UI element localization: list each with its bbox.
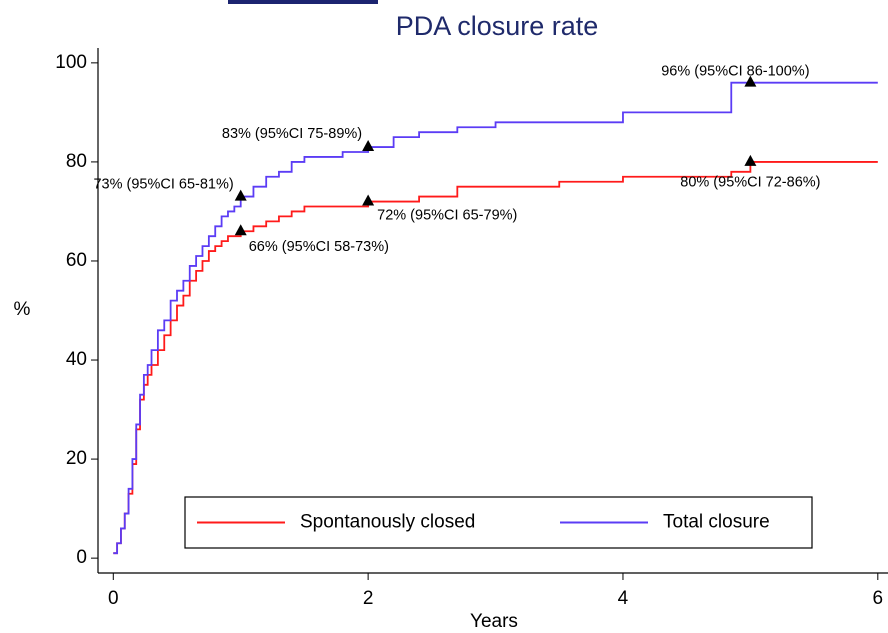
annotation-marker [234,189,247,201]
series-line [113,161,878,555]
x-tick-label: 2 [363,588,374,609]
y-tick-label: 20 [66,448,87,469]
legend-box [184,496,813,549]
x-tick-label: 0 [108,588,119,609]
header-bar [228,0,378,4]
y-axis-label: % [14,299,31,320]
series-line [113,81,878,555]
y-tick-label: 80 [66,151,87,172]
y-tick-label: 60 [66,250,87,271]
annotation-label: 73% (95%CI 65-81%) [93,176,233,192]
annotation-marker [362,194,375,206]
annotation-marker [362,140,375,152]
y-tick-label: 100 [55,52,87,73]
legend-label: Total closure [663,512,770,533]
x-tick-label: 6 [873,588,884,609]
x-tick-label: 4 [618,588,629,609]
annotation-marker [744,154,757,166]
annotation-label: 72% (95%CI 65-79%) [377,207,517,223]
chart-title: PDA closure rate [396,11,599,41]
annotation-label: 66% (95%CI 58-73%) [249,239,389,255]
annotation-label: 96% (95%CI 86-100%) [661,63,809,79]
y-tick-label: 0 [76,547,87,568]
annotation-marker [744,75,757,87]
x-axis-label: Years [470,611,518,632]
legend-label: Spontanously closed [300,512,475,533]
y-tick-label: 40 [66,349,87,370]
annotation-label: 80% (95%CI 72-86%) [680,175,820,191]
annotation-marker [234,224,247,236]
annotation-label: 83% (95%CI 75-89%) [222,126,362,142]
